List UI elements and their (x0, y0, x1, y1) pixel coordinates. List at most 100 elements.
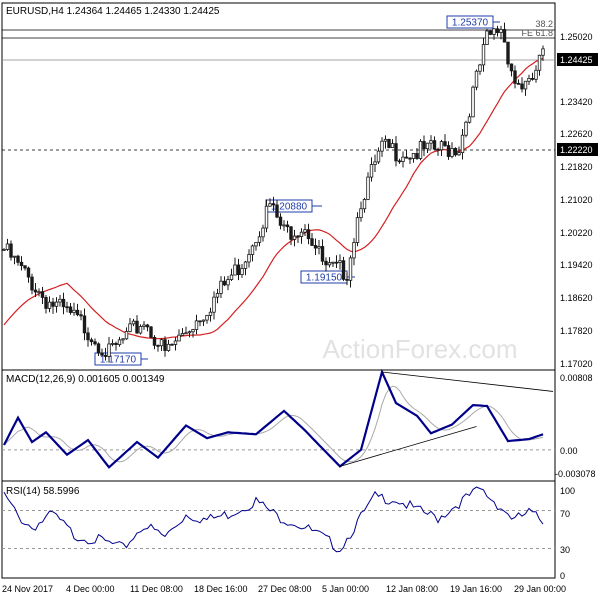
candle (54, 297, 59, 313)
candle-body (44, 297, 48, 309)
candle (180, 328, 185, 336)
candle-body (75, 309, 80, 316)
candle-body (436, 148, 440, 151)
candle (9, 240, 13, 261)
candle-body (397, 160, 402, 163)
candle-body (16, 255, 20, 263)
candle-body (355, 217, 360, 243)
annotation-label: 1.17170 (100, 355, 137, 366)
candle-body (205, 315, 209, 321)
candle (355, 212, 360, 247)
candle-body (464, 121, 468, 136)
candle (173, 336, 178, 351)
candle-body (478, 64, 482, 72)
candle-body (250, 245, 255, 255)
candle (107, 337, 111, 363)
price-tick-label: 1.17820 (560, 326, 593, 336)
annotation-label: 1.20880 (271, 202, 308, 213)
candle-body (93, 341, 97, 345)
candle (114, 341, 118, 351)
candle (198, 320, 202, 327)
candle-body (369, 164, 374, 178)
annotation-label: 1.25370 (452, 18, 489, 29)
candle-body (331, 261, 335, 264)
price-tick-label: 1.18620 (560, 293, 593, 303)
candle-body (415, 153, 419, 159)
candle (422, 135, 426, 157)
candle-body (180, 332, 185, 336)
macd-trendline (339, 426, 477, 467)
candle-body (306, 229, 311, 240)
candle (65, 301, 69, 313)
candle-body (117, 339, 122, 346)
candle (177, 329, 181, 342)
price-tick-label: 1.17020 (560, 359, 593, 369)
candle-body (222, 280, 227, 286)
candle-body (495, 28, 500, 33)
candle (152, 335, 157, 350)
candle (124, 327, 129, 340)
candle (313, 238, 318, 256)
candle (82, 308, 87, 341)
candle-body (446, 145, 451, 157)
time-tick-label: 18 Dec 16:00 (194, 584, 248, 594)
candle (145, 323, 150, 332)
candle (520, 77, 524, 93)
candle-body (439, 141, 444, 151)
candle (205, 314, 209, 324)
candle-body (481, 44, 486, 66)
candle-body (187, 331, 192, 334)
candle (215, 288, 220, 304)
candle-body (527, 78, 531, 82)
candle (68, 303, 73, 315)
candle (58, 294, 62, 307)
candle-body (23, 265, 27, 269)
candle (250, 244, 255, 262)
time-axis: 24 Nov 2017 4 Dec 00:00 11 Dec 08:00 18 … (2, 584, 566, 594)
candle (135, 315, 139, 334)
candle-body (383, 138, 388, 142)
candle (338, 254, 342, 270)
candle (499, 25, 503, 40)
candle (156, 344, 160, 352)
support-level-badge-text: 1.22220 (560, 145, 593, 155)
candle (373, 154, 377, 173)
candle (513, 65, 517, 89)
candle (16, 254, 20, 266)
candle-body (422, 141, 426, 150)
candle (166, 339, 171, 352)
candle-body (292, 235, 297, 240)
candle (47, 296, 52, 313)
candle (229, 268, 234, 281)
candle-body (219, 280, 223, 294)
candle (492, 28, 496, 40)
candle (408, 157, 412, 165)
candle-body (534, 69, 538, 80)
price-tick-label: 1.20220 (560, 228, 593, 238)
candle-body (156, 344, 160, 347)
candle-body (530, 78, 535, 80)
candle-body (432, 140, 437, 150)
watermark: ActionForex.com (322, 334, 517, 364)
candle (310, 233, 314, 246)
price-tick-label: 1.25020 (560, 32, 593, 42)
candle-body (243, 261, 248, 269)
candle (201, 319, 206, 327)
candle (471, 85, 475, 118)
candle-body (9, 243, 13, 258)
price-tick-label: 1.21820 (560, 162, 593, 172)
time-tick-label: 27 Dec 08:00 (258, 584, 312, 594)
candle (443, 134, 447, 148)
candle-body (537, 54, 542, 71)
candle-body (341, 260, 346, 280)
candle (96, 342, 101, 357)
candle (436, 147, 440, 156)
candle (317, 240, 321, 255)
candle (296, 234, 300, 244)
candle (37, 288, 41, 297)
candle (23, 265, 27, 271)
candle (33, 283, 38, 298)
candle-body (429, 140, 433, 144)
candle (163, 336, 167, 357)
